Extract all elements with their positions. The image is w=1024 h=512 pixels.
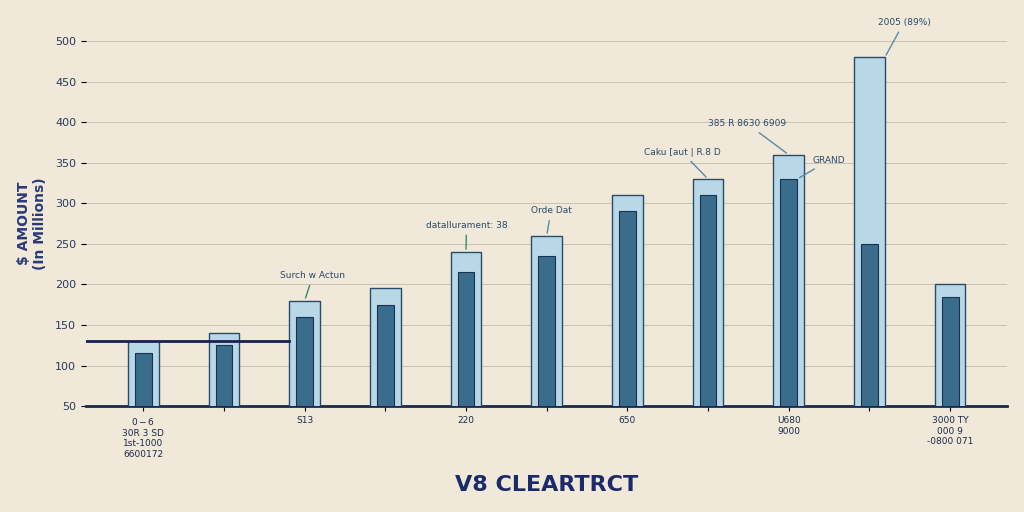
Bar [854, 57, 885, 446]
Bar [215, 345, 232, 446]
Bar [773, 155, 804, 446]
Bar [135, 353, 152, 446]
Text: Orde Dat: Orde Dat [530, 206, 571, 233]
Bar [128, 341, 159, 446]
Bar [699, 195, 717, 446]
Text: datallurament: 38: datallurament: 38 [426, 221, 507, 249]
Bar [531, 236, 562, 446]
Y-axis label: $ AMOUNT
(In Millions): $ AMOUNT (In Millions) [16, 177, 47, 270]
Bar [296, 317, 313, 446]
Bar [935, 285, 966, 446]
Bar [290, 301, 319, 446]
Bar [942, 296, 958, 446]
Text: Caku [aut | R.8 D: Caku [aut | R.8 D [643, 147, 720, 177]
Text: 2005 (89%): 2005 (89%) [878, 18, 931, 55]
Bar [451, 252, 481, 446]
Bar [209, 333, 240, 446]
Bar [618, 211, 636, 446]
Bar [370, 288, 400, 446]
Bar [377, 305, 394, 446]
Bar [458, 272, 474, 446]
Bar [539, 256, 555, 446]
Bar [612, 195, 643, 446]
X-axis label: V8 CLEARTRCT: V8 CLEARTRCT [455, 475, 638, 495]
Text: Surch w Actun: Surch w Actun [281, 271, 345, 298]
Bar [692, 179, 723, 446]
Text: GRAND: GRAND [800, 156, 846, 178]
Text: 385 R 8630 6909: 385 R 8630 6909 [708, 119, 786, 153]
Bar [861, 244, 878, 446]
Bar [780, 179, 797, 446]
